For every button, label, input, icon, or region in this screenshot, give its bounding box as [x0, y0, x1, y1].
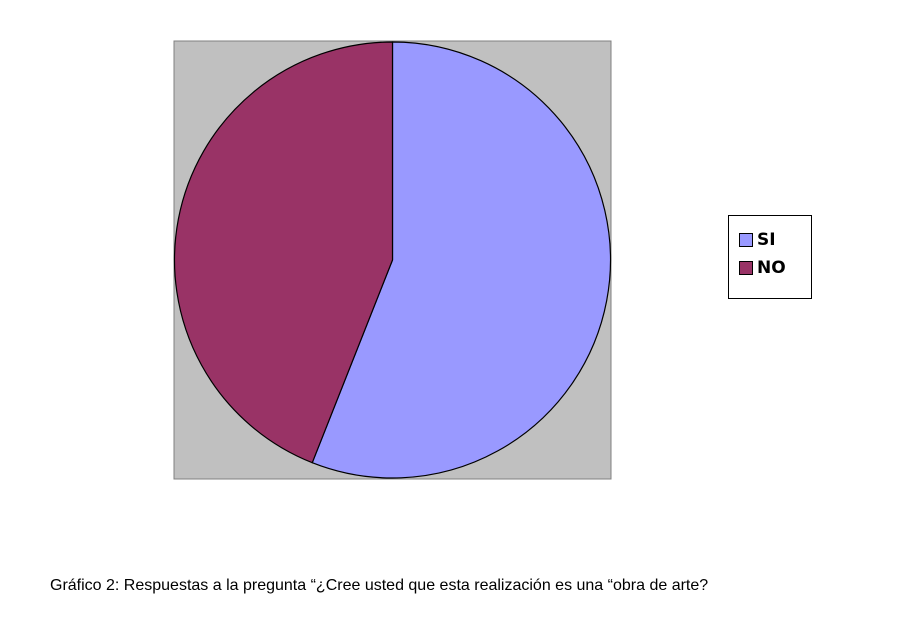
- pie-slice-no: [173, 41, 394, 464]
- legend-label-no: NO: [757, 258, 786, 278]
- legend-item-no: NO: [739, 256, 811, 280]
- pie-slices: [173, 41, 612, 479]
- legend-label-si: SI: [757, 230, 776, 250]
- legend-swatch-no: [739, 261, 753, 275]
- figure-caption: Gráfico 2: Respuestas a la pregunta “¿Cr…: [50, 577, 709, 594]
- legend: SI NO: [728, 215, 812, 299]
- legend-swatch-si: [739, 233, 753, 247]
- pie-slice-si: [311, 41, 612, 479]
- legend-item-si: SI: [739, 228, 811, 252]
